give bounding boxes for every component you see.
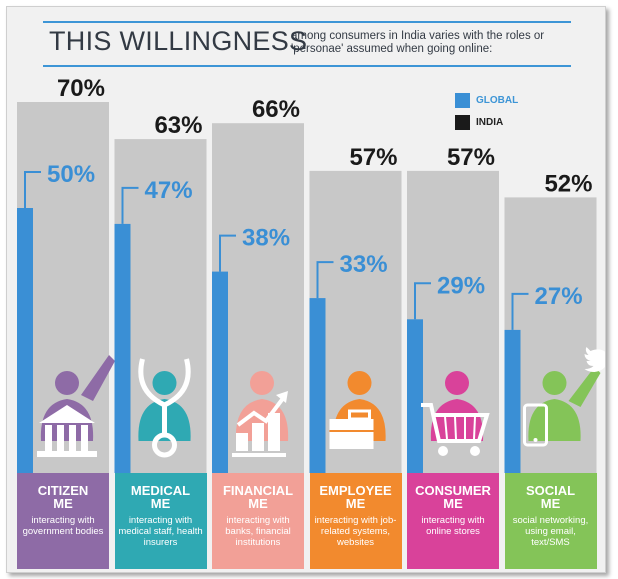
category-title: EMPLOYEE ME: [310, 484, 402, 510]
category-panel-consumer-me: CONSUMER ME interacting with online stores: [407, 473, 499, 569]
rising-chart-icon: [232, 371, 289, 457]
leader-line-social-me: [511, 292, 529, 330]
page-subtitle: among consumers in India varies with the…: [291, 30, 545, 55]
value-label-india-financial-me: 66%: [252, 96, 300, 123]
value-label-india-consumer-me: 57%: [447, 144, 495, 171]
stethoscope-icon: [138, 358, 191, 458]
category-description: interacting with medical staff, health i…: [118, 515, 203, 548]
category-panel-financial-me: FINANCIAL ME interacting with banks, finan…: [212, 473, 304, 569]
category-title-line2: ME: [345, 496, 366, 511]
category-title-line2: ME: [443, 496, 463, 511]
leader-line-employee-me: [316, 261, 334, 299]
bar-global-financial-me: [212, 271, 228, 473]
value-label-global-citizen-me: 50%: [47, 161, 95, 188]
category-title: FINANCIAL ME: [212, 484, 304, 510]
government-building-icon: [37, 355, 115, 457]
chart-legend: GLOBAL INDIA: [455, 91, 518, 135]
legend-swatch-global: [455, 92, 470, 108]
category-description: interacting with job-related systems, we…: [314, 515, 397, 548]
category-title-line1: MEDICAL: [130, 483, 191, 498]
header-rule-bottom: [43, 65, 571, 67]
bar-chart: 50% 70% 47% 63% 38% 66% 33% 57% 29% 57% 27% 52%: [17, 75, 605, 473]
bar-global-employee-me: [309, 298, 326, 473]
category-title: SOCIAL ME: [505, 484, 597, 510]
category-title-line2: ME: [53, 496, 73, 511]
category-title-line2: ME: [150, 496, 171, 511]
leader-line-financial-me: [219, 234, 236, 272]
mobile-phone-icon: [523, 347, 605, 447]
category-title-line1: SOCIAL: [525, 483, 576, 498]
category-title-line2: ME: [540, 496, 561, 511]
value-label-india-citizen-me: 70%: [57, 75, 105, 102]
leader-line-citizen-me: [24, 171, 41, 208]
category-panel-employee-me: EMPLOYEE ME interacting with job-related s…: [309, 473, 402, 569]
bar-global-medical-me: [114, 223, 131, 473]
legend-item-global: GLOBAL: [455, 91, 518, 109]
category-panel-social-me: SOCIAL ME social networking, using email, …: [504, 473, 597, 569]
legend-label-india: INDIA: [476, 116, 504, 128]
legend-swatch-india: [455, 114, 470, 130]
shopping-cart-icon: [421, 371, 490, 456]
category-title-line1: EMPLOYEE: [319, 483, 392, 498]
legend-item-india: INDIA: [455, 113, 518, 131]
category-title-line1: CITIZEN: [37, 483, 89, 498]
leader-line-consumer-me: [414, 282, 431, 320]
category-description: interacting with banks, financial instit…: [225, 515, 291, 548]
value-label-global-financial-me: 38%: [242, 225, 290, 252]
leader-line-medical-me: [121, 186, 139, 224]
bar-global-social-me: [504, 329, 521, 473]
category-title: CITIZEN ME: [17, 484, 109, 510]
value-label-india-social-me: 52%: [544, 170, 592, 197]
bar-global-consumer-me: [407, 319, 423, 473]
value-label-global-social-me: 27%: [535, 283, 583, 310]
category-description: interacting with online stores: [421, 515, 485, 537]
header-rule-top: [43, 21, 571, 23]
category-title-line2: ME: [248, 496, 268, 511]
category-panel-medical-me: MEDICAL ME interacting with medical staff,…: [114, 473, 207, 569]
bar-global-citizen-me: [17, 208, 33, 473]
page-title: THIS WILLINGNESS: [49, 26, 308, 56]
value-label-global-consumer-me: 29%: [437, 272, 485, 299]
category-title-line1: CONSUMER: [415, 483, 491, 498]
category-title: MEDICAL ME: [115, 484, 207, 510]
legend-label-global: GLOBAL: [476, 94, 519, 106]
category-panel-citizen-me: CITIZEN ME interacting with government bod…: [17, 473, 109, 569]
category-description: interacting with government bodies: [22, 515, 104, 537]
briefcase-icon: [329, 371, 386, 449]
category-title-line1: FINANCIAL: [222, 483, 294, 498]
category-title: CONSUMER ME: [407, 484, 499, 510]
value-label-india-medical-me: 63%: [154, 112, 202, 139]
value-label-global-employee-me: 33%: [340, 251, 388, 278]
value-label-india-employee-me: 57%: [349, 144, 397, 171]
value-label-global-medical-me: 47%: [145, 177, 193, 204]
category-description: social networking, using email, text/SMS: [512, 515, 589, 548]
infographic-frame: THIS WILLINGNESS among consumers in Indi…: [6, 6, 606, 573]
